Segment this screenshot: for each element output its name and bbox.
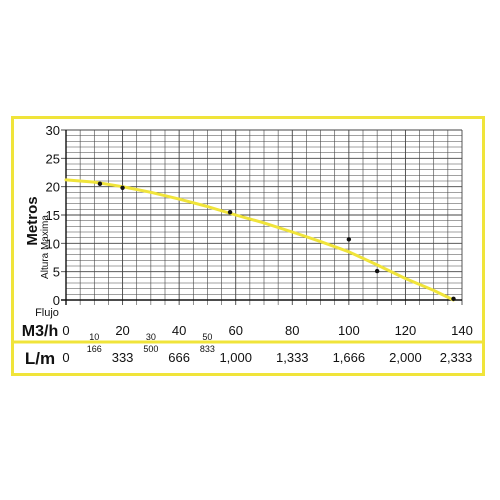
x-tick-label: 140	[451, 323, 473, 338]
chart-frame	[11, 116, 485, 376]
lm-minor-tick-label: 500	[143, 344, 158, 354]
x-axis-title: M3/h	[22, 323, 58, 340]
x-tick-label: 0	[62, 323, 69, 338]
x-axis-title-top: Flujo	[35, 307, 59, 319]
axes	[14, 130, 482, 344]
markers	[97, 181, 456, 302]
y-tick-label: 20	[46, 180, 60, 195]
grid	[61, 129, 463, 305]
y-tick-label: 30	[46, 123, 60, 138]
lm-tick-label: 333	[112, 350, 134, 365]
lm-tick-label: 2,333	[440, 350, 473, 365]
data-point	[120, 185, 125, 190]
x-tick-label: 120	[395, 323, 417, 338]
x-tick-label: 80	[285, 323, 299, 338]
x2-axis-title: L/m	[25, 349, 55, 368]
data-point	[374, 268, 380, 274]
series	[64, 178, 455, 302]
lm-tick-label: 1,666	[333, 350, 366, 365]
lm-tick-label: 666	[168, 350, 190, 365]
x-tick-label: 60	[228, 323, 242, 338]
lm-tick-label: 1,000	[219, 350, 252, 365]
y-axis-title: Metros	[24, 196, 41, 245]
data-point	[451, 296, 456, 302]
y-tick-label: 15	[46, 208, 60, 223]
x-tick-label: 20	[115, 323, 129, 338]
x-minor-tick-label: 10	[89, 332, 99, 342]
x-tick-label: 40	[172, 323, 186, 338]
x-tick-label: 100	[338, 323, 360, 338]
series-line-0	[64, 178, 455, 302]
lm-minor-tick-label: 833	[200, 344, 215, 354]
lm-tick-label: 1,333	[276, 350, 309, 365]
data-point	[227, 209, 233, 215]
y-axis-subtitle: Altura Maxima	[40, 215, 51, 279]
y-tick-label: 5	[53, 265, 60, 280]
y-tick-label: 25	[46, 151, 60, 166]
y-tick-label: 10	[46, 236, 60, 251]
lm-tick-label: 2,000	[389, 350, 422, 365]
x-minor-tick-label: 50	[202, 332, 212, 342]
lm-tick-label: 0	[62, 350, 69, 365]
y-tick-label: 0	[53, 293, 60, 308]
x-minor-tick-label: 30	[146, 332, 156, 342]
data-point	[97, 181, 103, 187]
lm-minor-tick-label: 166	[87, 344, 102, 354]
data-point	[346, 237, 352, 242]
